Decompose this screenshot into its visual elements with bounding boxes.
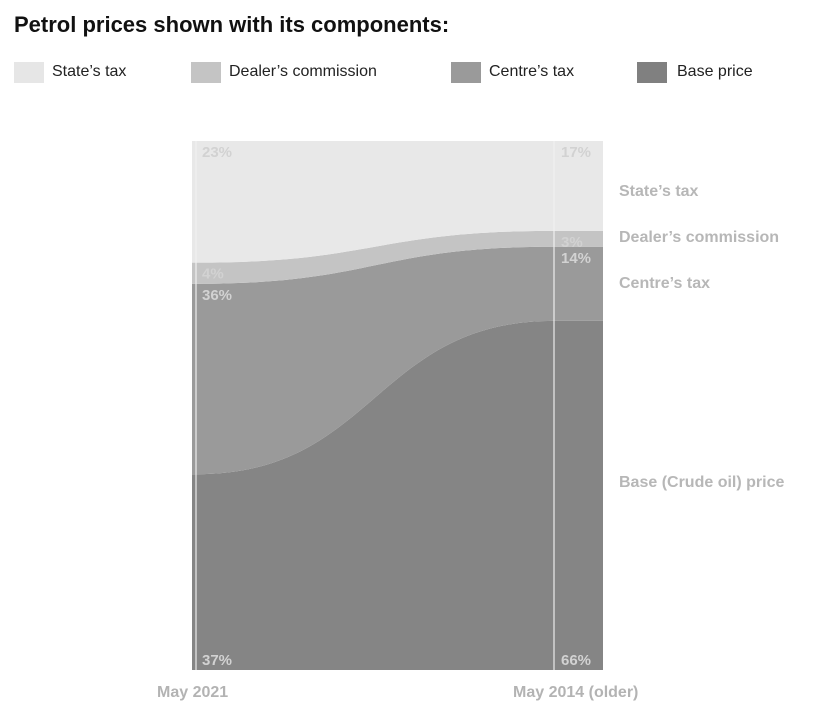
legend-label-centres-tax: Centre’s tax: [489, 63, 575, 80]
pct-label-base-price-left: 37%: [202, 652, 232, 669]
legend-label-states-tax: State’s tax: [52, 63, 127, 80]
legend-swatch-base-price: [637, 62, 667, 83]
side-label-dealer-s-commission: Dealer’s commission: [619, 229, 779, 246]
pct-label-base-price-right: 66%: [561, 652, 591, 669]
area-base-price: [192, 320, 603, 670]
area-dealer-s-commission: [192, 230, 603, 284]
pct-label-centre-s-tax-left: 36%: [202, 287, 232, 304]
area-centre-s-tax: [192, 246, 603, 475]
legend-swatch-dealers-commission: [191, 62, 221, 83]
pct-label-dealer-s-commission-left: 4%: [202, 266, 224, 283]
area-state-s-tax: [192, 141, 603, 263]
pct-label-state-s-tax-right: 17%: [561, 144, 591, 161]
side-label-state-s-tax: State’s tax: [619, 183, 699, 200]
side-label-base-price: Base (Crude oil) price: [619, 474, 784, 491]
legend-swatch-states-tax: [14, 62, 44, 83]
x-axis-label-left: May 2021: [157, 684, 228, 701]
legend-swatch-centres-tax: [451, 62, 481, 83]
legend-label-base-price: Base price: [677, 63, 753, 80]
x-axis-label-right: May 2014 (older): [513, 684, 638, 701]
legend-label-dealers-commission: Dealer’s commission: [229, 63, 377, 80]
chart-title: Petrol prices shown with its components:: [14, 12, 450, 37]
pct-label-dealer-s-commission-right: 3%: [561, 234, 583, 251]
pct-label-state-s-tax-left: 23%: [202, 144, 232, 161]
side-label-centre-s-tax: Centre’s tax: [619, 275, 710, 292]
pct-label-centre-s-tax-right: 14%: [561, 250, 591, 267]
